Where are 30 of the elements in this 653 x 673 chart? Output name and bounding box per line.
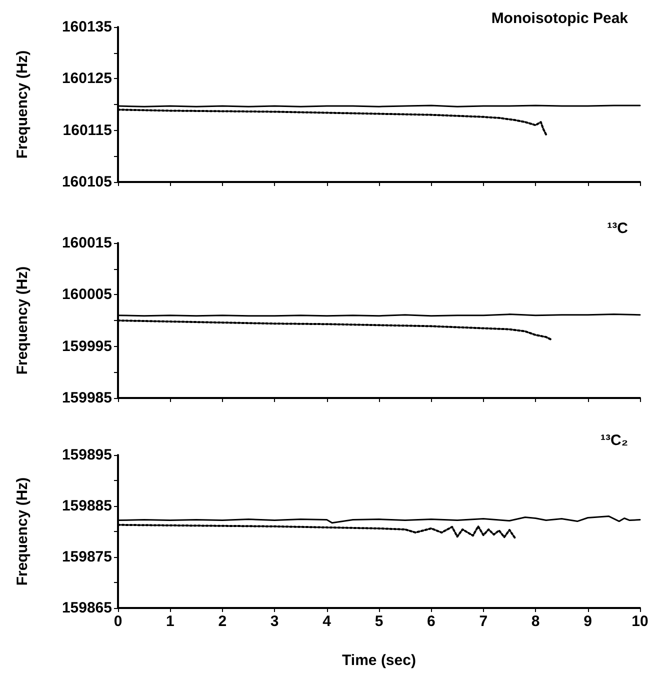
chart-title: ¹³C₂ <box>600 432 628 449</box>
y-axis-title: Frequency (Hz) <box>14 477 31 586</box>
x-tick-label: 4 <box>322 613 332 630</box>
y-tick-label: 159985 <box>62 390 112 406</box>
x-tick-label: 3 <box>270 613 279 630</box>
y-tick-label: 160105 <box>62 174 112 190</box>
y-tick-label: 160125 <box>62 70 112 88</box>
x-tick-label: 5 <box>374 613 384 630</box>
y-tick-label: 160135 <box>62 18 112 36</box>
y-tick-label: 159995 <box>62 338 112 355</box>
y-tick-label: 159875 <box>62 548 112 566</box>
x-tick-label: 6 <box>427 613 436 630</box>
x-tick-label: 9 <box>584 613 592 630</box>
y-axis-title: Frequency (Hz) <box>14 50 31 159</box>
y-axis-title: Frequency (Hz) <box>14 266 31 375</box>
y-tick-label: 160115 <box>62 122 112 139</box>
x-tick-label: 10 <box>632 613 648 630</box>
y-tick-label: 160005 <box>62 286 112 304</box>
chart-title: Monoisotopic Peak <box>491 10 629 27</box>
y-tick-label: 159865 <box>62 600 112 616</box>
y-tick-label: 159895 <box>62 446 112 464</box>
x-tick-label: 0 <box>114 613 122 630</box>
x-tick-label: 1 <box>166 613 174 630</box>
y-tick-label: 160015 <box>62 234 112 252</box>
x-tick-label: 2 <box>218 613 227 630</box>
x-axis-title: Time (sec) <box>342 652 416 669</box>
chart-title: ¹³C <box>607 220 628 237</box>
y-tick-label: 159885 <box>62 498 112 514</box>
x-tick-label: 8 <box>531 613 540 630</box>
x-tick-label: 7 <box>479 613 488 630</box>
